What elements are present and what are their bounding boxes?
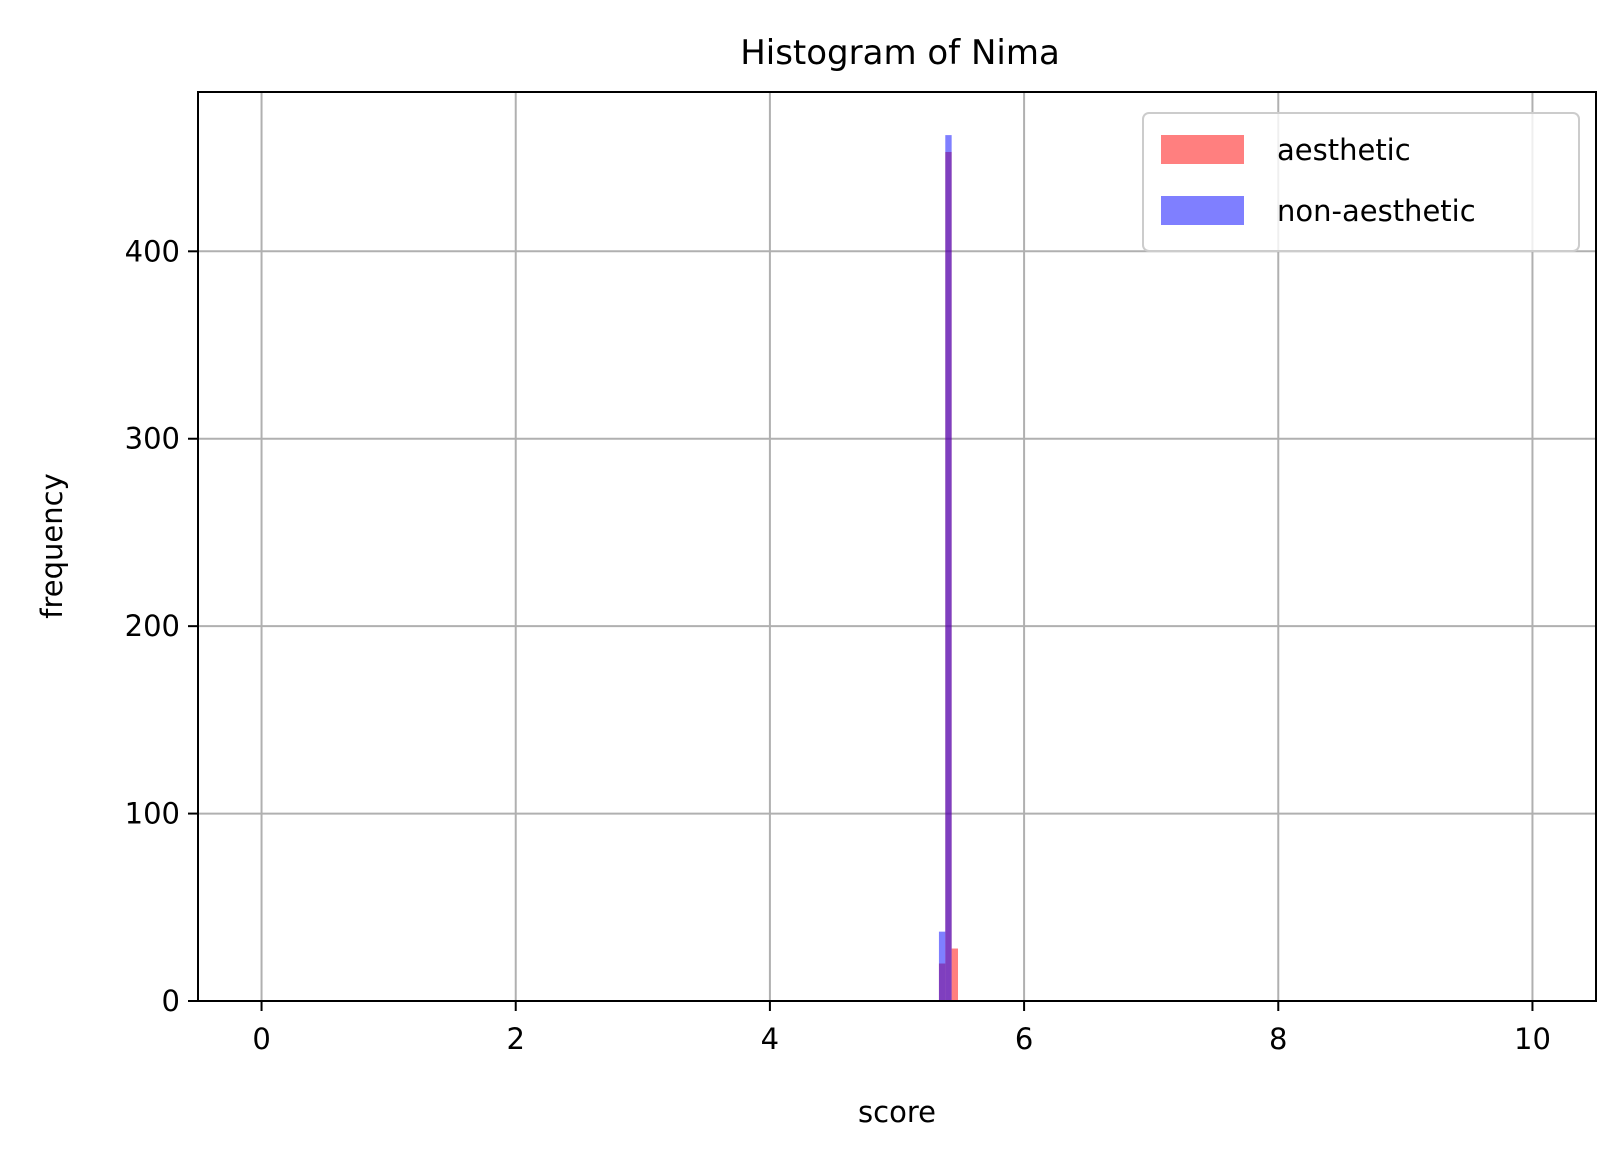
x-tick-label-0: 0 bbox=[252, 1022, 270, 1056]
x-tick-label-4: 8 bbox=[1269, 1022, 1287, 1056]
bar-non-aesthetic-0 bbox=[938, 931, 946, 1001]
x-tick-label-1: 2 bbox=[507, 1022, 525, 1056]
y-axis-title: frequency bbox=[35, 473, 69, 618]
bars-layer bbox=[938, 135, 959, 1002]
legend-swatch-aesthetic bbox=[1161, 135, 1244, 164]
legend: aesthetic non-aesthetic bbox=[1142, 112, 1580, 252]
y-tick-label-1: 100 bbox=[125, 797, 180, 831]
x-tick-label-5: 10 bbox=[1514, 1022, 1551, 1056]
legend-items: aesthetic non-aesthetic bbox=[1161, 133, 1476, 228]
bar-aesthetic-2 bbox=[951, 948, 959, 1001]
y-tick-label-0: 0 bbox=[162, 984, 180, 1018]
y-tick-label-3: 300 bbox=[125, 422, 180, 456]
x-tick-label-3: 6 bbox=[1015, 1022, 1033, 1056]
y-tick-label-4: 400 bbox=[125, 234, 180, 268]
bar-non-aesthetic-1 bbox=[945, 135, 952, 1001]
chart-title: Histogram of Nima bbox=[740, 33, 1060, 73]
legend-label-non-aesthetic: non-aesthetic bbox=[1277, 194, 1476, 228]
legend-swatch-non-aesthetic bbox=[1161, 196, 1244, 225]
y-tick-label-2: 200 bbox=[125, 609, 180, 643]
legend-frame bbox=[1142, 112, 1580, 252]
x-axis-title: score bbox=[858, 1095, 936, 1129]
plot-area-frame bbox=[197, 91, 1597, 1002]
legend-label-aesthetic: aesthetic bbox=[1277, 133, 1411, 167]
x-tick-label-2: 4 bbox=[761, 1022, 779, 1056]
